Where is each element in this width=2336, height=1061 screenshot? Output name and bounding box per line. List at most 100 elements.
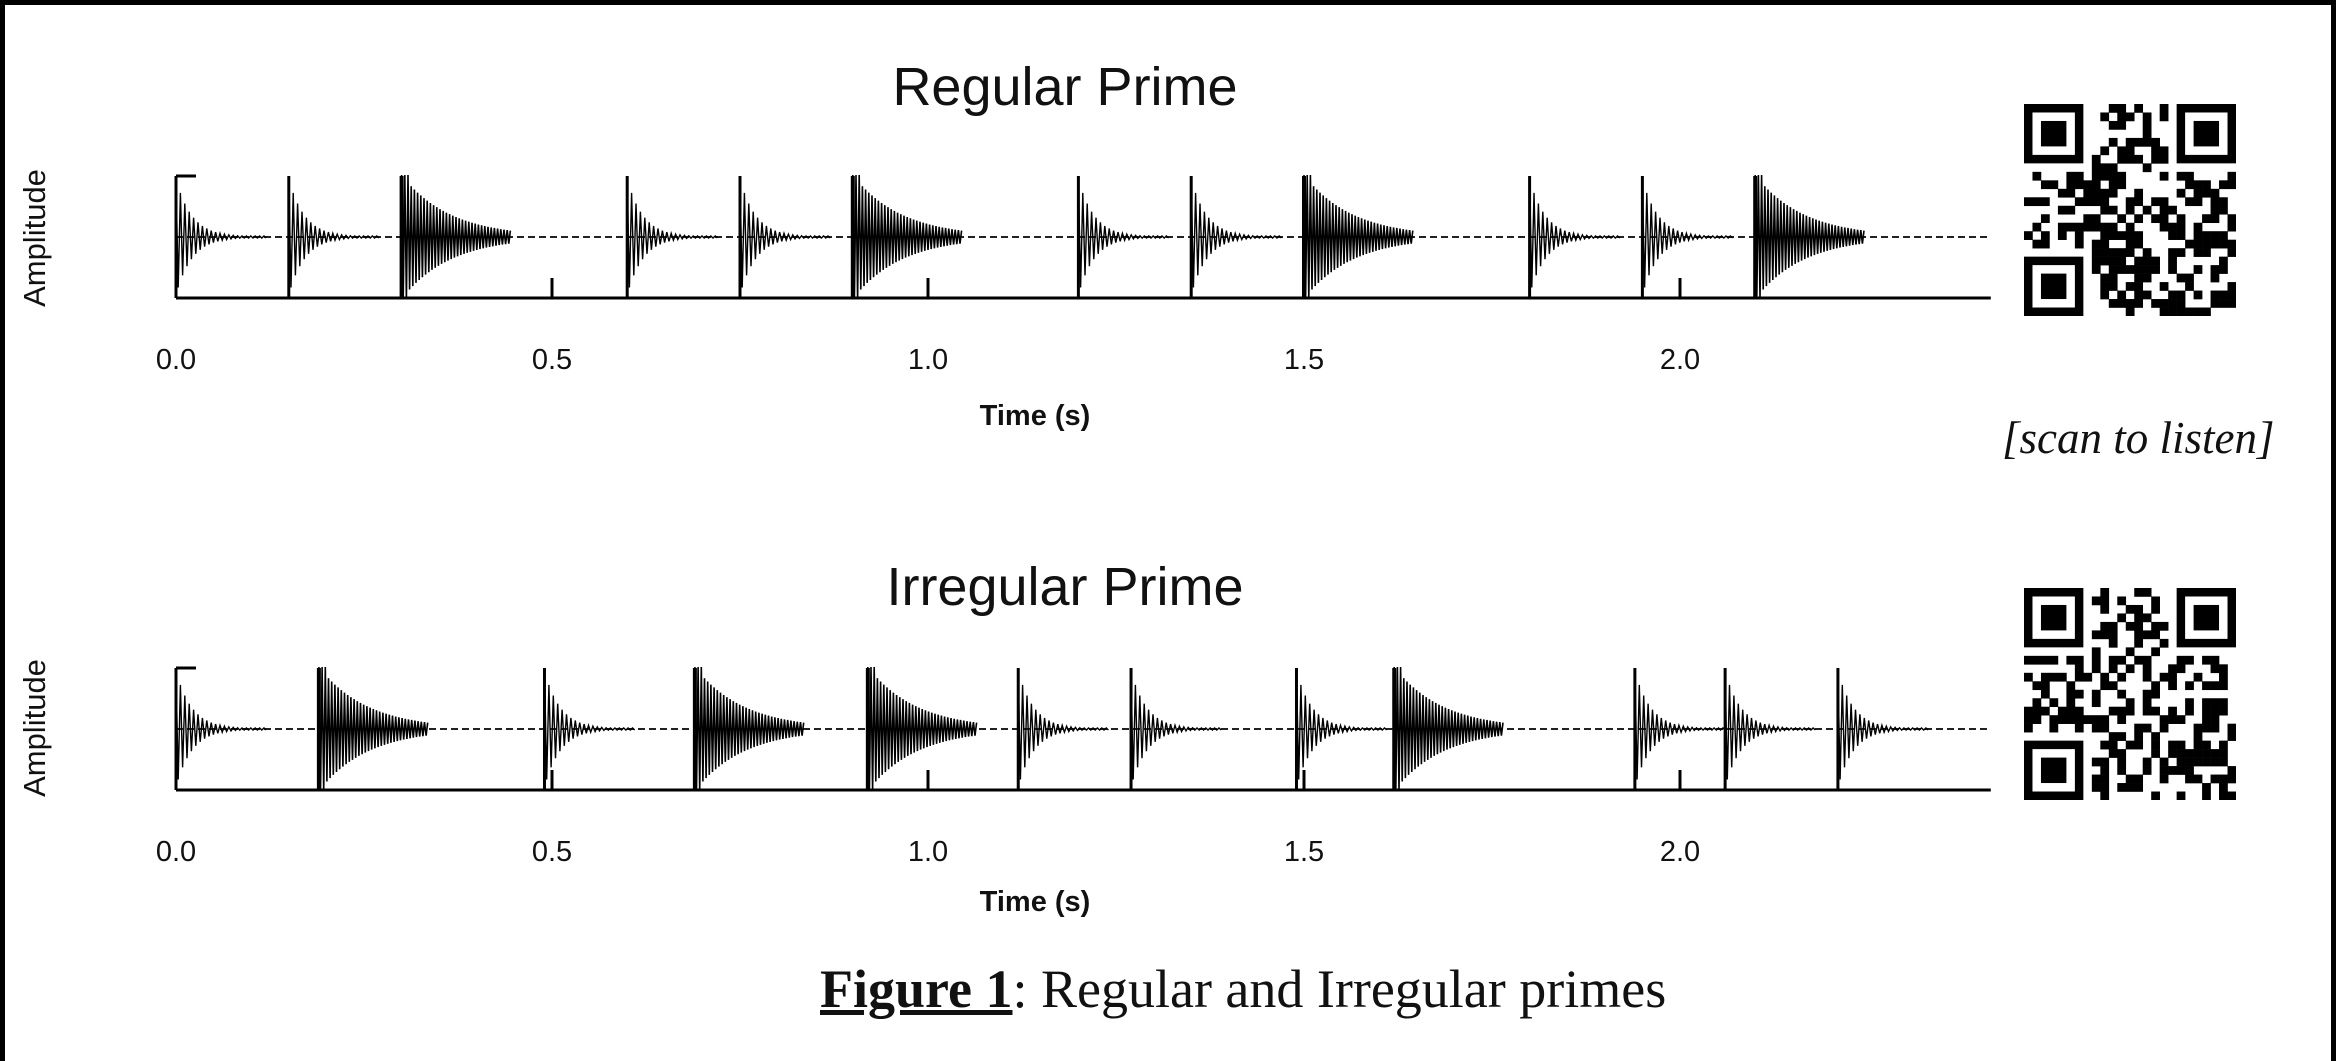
qr-module	[2108, 655, 2118, 665]
qr-module	[2142, 706, 2152, 716]
qr-module	[2151, 732, 2160, 741]
qr-module	[2134, 604, 2144, 614]
qr-module	[2091, 180, 2101, 190]
qr-module	[2083, 197, 2093, 207]
chart-title: Regular Prime	[892, 57, 1238, 117]
qr-module	[2151, 791, 2160, 800]
qr-module	[2142, 129, 2152, 139]
qr-module	[2125, 621, 2135, 631]
qr-module	[2108, 621, 2118, 631]
qr-module	[2100, 588, 2110, 597]
qr-module	[2024, 715, 2033, 724]
qr-module	[2117, 120, 2127, 130]
qr-module	[2210, 299, 2220, 308]
qr-module	[2142, 163, 2152, 173]
qr-module	[2117, 715, 2127, 724]
qr-module	[2074, 655, 2084, 665]
qr-module	[2083, 715, 2093, 724]
qr-module	[2083, 214, 2093, 224]
qr-module	[2125, 265, 2135, 274]
qr-module	[2168, 265, 2177, 274]
pulse-strong	[1393, 666, 1504, 792]
qr-module	[2125, 307, 2135, 316]
qr-module	[2024, 197, 2033, 207]
qr-code-irregular[interactable]	[2024, 588, 2236, 800]
pulse-weak	[739, 178, 831, 288]
qr-module	[2125, 222, 2135, 232]
qr-module	[2159, 638, 2169, 648]
qr-module	[2185, 197, 2194, 207]
qr-module	[2210, 723, 2220, 733]
qr-module	[2176, 214, 2186, 224]
qr-module	[2108, 681, 2118, 691]
qr-module	[2066, 188, 2076, 198]
qr-module	[2057, 715, 2067, 724]
qr-module	[2066, 222, 2076, 232]
qr-module	[2176, 231, 2186, 240]
qr-module	[2100, 621, 2110, 631]
qr-module	[2227, 774, 2236, 784]
qr-module	[2057, 706, 2067, 716]
qr-module	[2125, 231, 2135, 240]
pulse-weak	[1077, 178, 1170, 288]
qr-module	[2091, 689, 2101, 699]
qr-module	[2202, 188, 2211, 198]
qr-module	[2117, 180, 2127, 190]
qr-module	[2117, 299, 2127, 308]
qr-module	[2219, 265, 2228, 274]
qr-module	[2176, 290, 2186, 300]
qr-module	[2185, 273, 2194, 283]
qr-module	[2091, 248, 2101, 257]
qr-module	[2108, 732, 2118, 741]
x-axis-label: Time (s)	[979, 400, 1091, 432]
pulse-strong	[1303, 174, 1414, 300]
qr-module	[2100, 766, 2110, 775]
qr-module	[2168, 740, 2177, 750]
qr-module	[2176, 766, 2186, 775]
qr-module	[2049, 655, 2059, 665]
pulse-weak	[175, 670, 267, 780]
qr-module	[2091, 647, 2101, 657]
qr-module	[2125, 604, 2135, 614]
qr-module	[2202, 698, 2211, 708]
qr-module	[2151, 154, 2160, 164]
qr-module	[2100, 630, 2110, 640]
qr-module	[2159, 299, 2169, 308]
qr-module	[2159, 197, 2169, 207]
qr-module	[2227, 239, 2236, 249]
qr-module	[2117, 214, 2127, 224]
qr-module	[2100, 672, 2110, 682]
qr-module	[2142, 273, 2152, 283]
qr-module	[2074, 239, 2084, 249]
qr-module	[2083, 222, 2093, 232]
qr-module	[2091, 774, 2101, 784]
qr-module	[2057, 188, 2067, 198]
qr-module	[2100, 740, 2110, 750]
qr-module	[2168, 231, 2177, 240]
qr-module	[2100, 723, 2110, 733]
qr-module	[2108, 120, 2118, 130]
qr-module	[2185, 774, 2194, 784]
qr-module	[2066, 171, 2076, 181]
qr-module	[2159, 112, 2169, 122]
qr-module	[2049, 672, 2059, 682]
qr-module	[2193, 222, 2203, 232]
qr-module	[2202, 749, 2211, 758]
qr-module	[2057, 231, 2067, 240]
qr-module	[2100, 273, 2110, 283]
qr-module	[2125, 248, 2135, 257]
qr-module	[2100, 596, 2110, 606]
qr-module	[2134, 655, 2144, 665]
qr-module	[2202, 248, 2211, 257]
qr-code-regular[interactable]	[2024, 104, 2236, 316]
qr-module	[2057, 672, 2067, 682]
qr-module	[2219, 791, 2228, 800]
qr-module	[2108, 222, 2118, 232]
qr-module	[2074, 171, 2084, 181]
qr-module	[2202, 231, 2211, 240]
x-tick-label: 0.5	[532, 344, 572, 376]
qr-module	[2091, 265, 2101, 274]
qr-module	[2074, 231, 2084, 240]
qr-module	[2125, 774, 2135, 784]
qr-module	[2227, 214, 2236, 224]
